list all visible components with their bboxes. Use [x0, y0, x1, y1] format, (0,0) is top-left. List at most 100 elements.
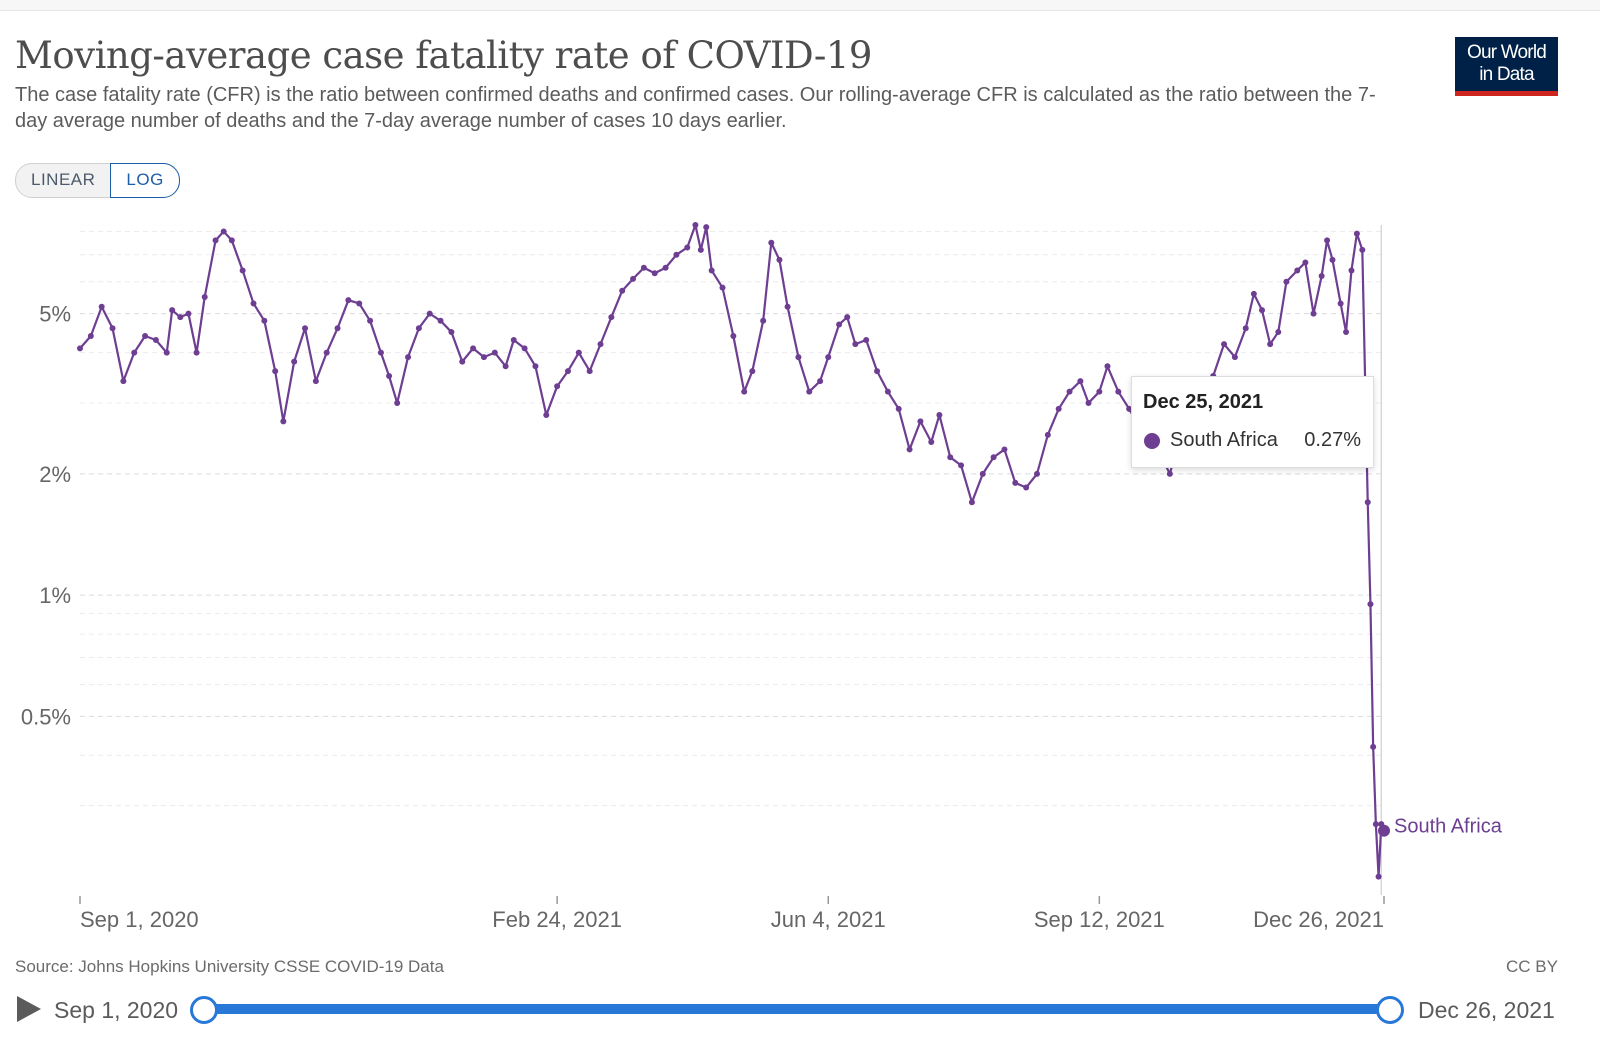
data-point[interactable] — [1283, 278, 1290, 285]
data-point[interactable] — [1104, 363, 1111, 370]
owid-logo[interactable]: Our World in Data — [1455, 37, 1558, 96]
data-point[interactable] — [250, 300, 257, 307]
data-point[interactable] — [1085, 399, 1092, 406]
data-point[interactable] — [749, 368, 756, 375]
data-point[interactable] — [470, 345, 477, 352]
data-point[interactable] — [874, 368, 881, 375]
data-point[interactable] — [220, 228, 227, 235]
data-point[interactable] — [510, 337, 517, 344]
hover-point[interactable] — [1378, 824, 1390, 837]
series-label[interactable]: South Africa — [1394, 816, 1503, 838]
data-point[interactable] — [884, 388, 891, 395]
data-point[interactable] — [1231, 354, 1238, 361]
data-point[interactable] — [1066, 388, 1073, 395]
data-point[interactable] — [1126, 405, 1133, 412]
data-point[interactable] — [1337, 300, 1344, 307]
data-point[interactable] — [1364, 499, 1371, 506]
data-point[interactable] — [1055, 405, 1062, 412]
data-point[interactable] — [152, 337, 159, 344]
data-point[interactable] — [1367, 601, 1374, 608]
data-point[interactable] — [697, 246, 704, 253]
data-point[interactable] — [1275, 329, 1282, 336]
data-point[interactable] — [228, 237, 235, 244]
data-point[interactable] — [459, 358, 466, 365]
data-point[interactable] — [844, 314, 851, 321]
data-point[interactable] — [928, 438, 935, 445]
data-point[interactable] — [426, 310, 433, 317]
data-point[interactable] — [1033, 470, 1040, 477]
data-point[interactable] — [77, 345, 83, 352]
data-point[interactable] — [1318, 273, 1325, 280]
data-point[interactable] — [212, 237, 219, 244]
data-point[interactable] — [906, 446, 913, 453]
data-point[interactable] — [554, 383, 561, 390]
data-point[interactable] — [795, 354, 802, 361]
data-point[interactable] — [377, 349, 384, 356]
timeline-track[interactable] — [204, 1004, 1390, 1014]
data-point[interactable] — [323, 349, 330, 356]
data-point[interactable] — [1343, 329, 1350, 336]
data-point[interactable] — [177, 314, 184, 321]
data-point[interactable] — [142, 332, 149, 339]
data-point[interactable] — [1329, 256, 1336, 263]
data-point[interactable] — [836, 321, 843, 328]
data-point[interactable] — [193, 349, 200, 356]
data-point[interactable] — [201, 293, 208, 300]
data-point[interactable] — [491, 349, 498, 356]
data-point[interactable] — [692, 222, 699, 228]
linear-scale-button[interactable]: LINEAR — [31, 170, 96, 189]
data-point[interactable] — [521, 345, 528, 352]
data-point[interactable] — [131, 349, 138, 356]
series-line-south-africa[interactable] — [79, 223, 1386, 878]
data-point[interactable] — [852, 341, 859, 348]
data-point[interactable] — [502, 363, 509, 370]
data-point[interactable] — [936, 412, 943, 419]
log-scale-button[interactable]: LOG — [110, 163, 180, 198]
data-point[interactable] — [169, 307, 176, 314]
data-point[interactable] — [272, 368, 279, 375]
data-point[interactable] — [405, 354, 412, 361]
data-point[interactable] — [619, 287, 626, 294]
data-point[interactable] — [1375, 873, 1382, 880]
data-point[interactable] — [564, 368, 571, 375]
data-point[interactable] — [1310, 310, 1317, 317]
data-point[interactable] — [1115, 388, 1122, 395]
data-point[interactable] — [87, 332, 94, 339]
data-point[interactable] — [239, 267, 246, 274]
data-point[interactable] — [1294, 267, 1301, 274]
timeline-start-handle[interactable] — [190, 996, 218, 1024]
data-point[interactable] — [630, 275, 637, 282]
data-point[interactable] — [806, 388, 813, 395]
data-point[interactable] — [532, 363, 539, 370]
data-point[interactable] — [345, 297, 352, 304]
data-point[interactable] — [741, 388, 748, 395]
data-point[interactable] — [979, 470, 986, 477]
data-point[interactable] — [776, 256, 783, 263]
data-point[interactable] — [185, 310, 192, 317]
data-point[interactable] — [825, 354, 832, 361]
line-chart[interactable]: 5% 2% 1% 0.5% Sep 1, 2020 Feb 24, 2021 Jun 4,… — [0, 210, 1600, 940]
data-point[interactable] — [356, 300, 363, 307]
data-point[interactable] — [1166, 470, 1173, 477]
data-point[interactable] — [1096, 388, 1103, 395]
data-point[interactable] — [760, 317, 767, 324]
data-point[interactable] — [1012, 479, 1019, 486]
data-point[interactable] — [651, 270, 658, 277]
data-point[interactable] — [1044, 431, 1051, 438]
data-point[interactable] — [1242, 325, 1249, 332]
data-point[interactable] — [968, 499, 975, 506]
data-point[interactable] — [1077, 378, 1084, 385]
data-point[interactable] — [817, 378, 824, 385]
data-point[interactable] — [1250, 290, 1257, 297]
data-point[interactable] — [597, 341, 604, 348]
data-point[interactable] — [1302, 259, 1309, 266]
data-point[interactable] — [768, 239, 775, 246]
data-point[interactable] — [1221, 341, 1228, 348]
data-point[interactable] — [163, 349, 170, 356]
data-point[interactable] — [1023, 484, 1030, 491]
data-point[interactable] — [586, 368, 593, 375]
data-point[interactable] — [394, 399, 401, 406]
data-point[interactable] — [437, 317, 444, 324]
data-point[interactable] — [448, 329, 455, 336]
data-point[interactable] — [1259, 307, 1266, 314]
